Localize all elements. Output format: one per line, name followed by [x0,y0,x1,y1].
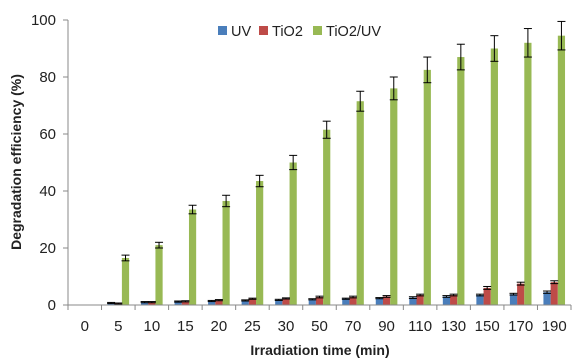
x-tick-label: 170 [508,318,533,335]
y-tick-label: 100 [31,12,56,29]
x-tick-label: 0 [81,318,89,335]
bar [457,57,465,305]
y-axis-ticks: 0 20 40 60 80 100 [31,12,68,314]
x-tick-label: 25 [244,318,261,335]
y-axis-title: Degradation efficiency (%) [8,74,24,250]
x-tick-label: 30 [278,318,295,335]
bar [148,302,156,305]
bar [315,297,324,305]
bar [550,282,558,305]
bar [256,181,264,305]
bar [517,283,525,305]
legend: UV TiO2 TiO2/UV [218,24,381,40]
bar [356,101,364,305]
bar [181,301,189,305]
bar [382,296,391,305]
bar [543,292,551,305]
bar [188,209,197,305]
bar [215,300,223,305]
x-tick-label: 70 [345,318,362,335]
bar [349,297,357,305]
bar [121,257,130,305]
legend-label: TiO2/UV [326,24,381,40]
x-tick-label: 110 [408,318,432,335]
y-tick-label: 80 [39,69,56,86]
bar [208,301,216,305]
y-tick-label: 0 [48,297,56,314]
bar [323,129,331,305]
bar [390,88,398,306]
error-bars [107,20,566,305]
bar [409,297,417,305]
legend-swatch [218,26,227,35]
bar [155,245,163,305]
x-tick-label: 130 [441,318,466,335]
x-tick-label: 20 [211,318,228,335]
bar [476,295,484,305]
bar [557,35,566,306]
x-tick-label: 50 [311,318,328,335]
bar [141,302,149,305]
legend-swatch [313,26,322,35]
bar [509,294,518,305]
x-tick-label: 15 [177,318,194,335]
bar [483,287,491,305]
x-axis-title: Irradiation time (min) [250,342,389,358]
y-tick-label: 60 [39,126,56,143]
bar [282,298,290,305]
y-tick-label: 40 [39,183,56,200]
bar [241,300,249,305]
bar [490,48,498,305]
bar [423,69,431,305]
legend-swatch [259,26,268,35]
legend-label: TiO2 [272,24,303,40]
bar [442,296,451,305]
legend-label: UV [231,24,251,40]
bars [107,35,566,306]
x-tick-label: 10 [143,318,160,335]
bar [248,298,257,305]
x-tick-label: 5 [114,318,122,335]
bar [308,299,316,305]
bar [174,301,182,305]
bar [416,295,424,305]
bar [375,298,383,305]
bar [450,295,458,305]
bar [342,298,350,305]
x-tick-label: 90 [378,318,395,335]
x-tick-label: 150 [475,318,500,335]
bar [222,200,230,305]
bar [524,42,532,306]
bar [275,299,283,305]
x-tick-label: 190 [542,318,567,335]
x-axis-ticks: 0 5 10 15 20 25 30 50 70 90 110 130 150 170 190 [67,305,572,335]
bar [289,162,297,305]
y-tick-label: 20 [39,240,56,257]
